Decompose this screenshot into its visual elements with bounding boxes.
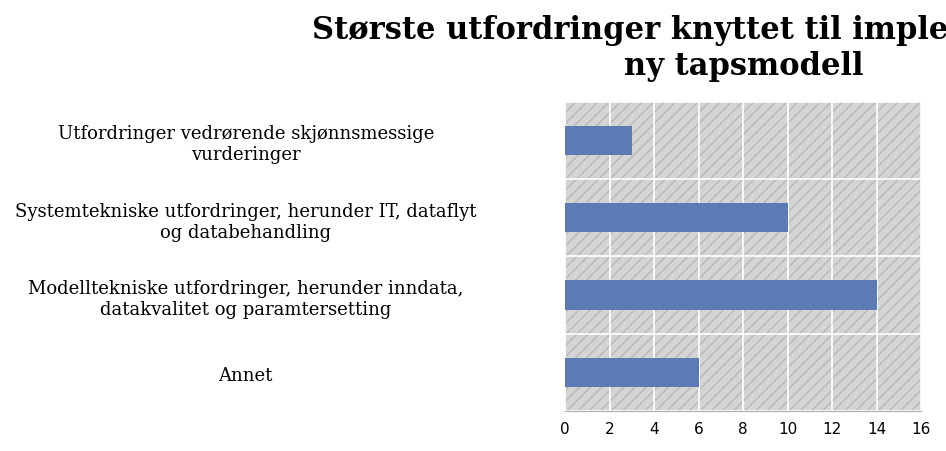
Bar (565, 281, 877, 310)
Bar (565, 203, 788, 233)
Bar (565, 102, 921, 179)
Bar (565, 334, 921, 411)
Title: Største utfordringer knyttet til implementering av
ny tapsmodell: Største utfordringer knyttet til impleme… (311, 15, 946, 82)
Bar (565, 257, 921, 334)
Bar (565, 358, 699, 387)
Bar (565, 126, 632, 156)
Bar (565, 179, 921, 257)
